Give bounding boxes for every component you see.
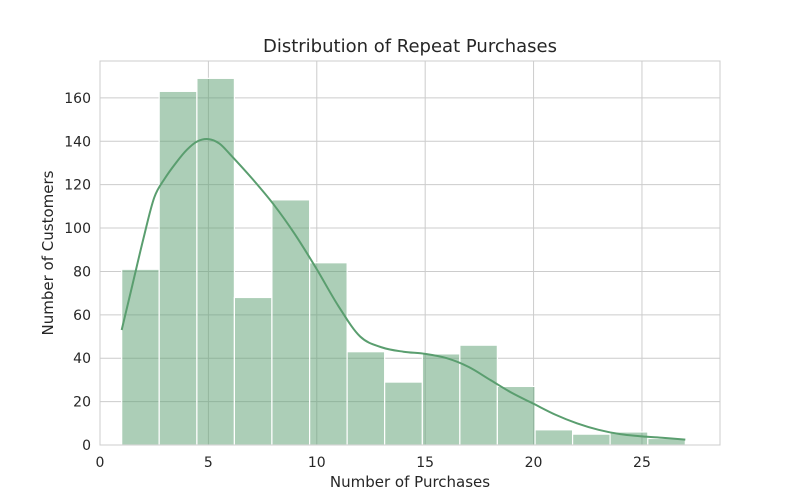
chart-title: Distribution of Repeat Purchases — [263, 36, 557, 57]
histogram-bar — [459, 344, 498, 446]
histogram-bar — [196, 77, 236, 446]
y-tick-label: 120 — [64, 178, 91, 194]
ticks-layer: 0 5 10 15 20 25 0 20 40 60 80 100 120 140 160 — [64, 91, 651, 471]
kde-layer — [120, 138, 686, 441]
x-tick-label: 5 — [204, 455, 213, 471]
x-tick-label: 25 — [633, 455, 651, 471]
y-tick-label: 40 — [73, 351, 91, 367]
histogram-bar — [346, 351, 386, 446]
y-tick-label: 0 — [82, 438, 91, 454]
histogram-bar — [121, 268, 160, 446]
histogram-bar — [534, 429, 574, 446]
x-tick-label: 20 — [525, 455, 543, 471]
histogram-bar — [571, 433, 611, 446]
y-tick-label: 60 — [73, 308, 91, 324]
histogram-bar — [384, 381, 423, 446]
y-tick-label: 80 — [73, 264, 91, 280]
histogram-bar — [233, 296, 273, 446]
bars-layer — [121, 77, 686, 446]
histogram-bar — [158, 90, 198, 446]
histogram-bar — [271, 199, 311, 446]
x-tick-label: 15 — [416, 455, 434, 471]
y-tick-label: 140 — [64, 134, 91, 150]
plot-frame — [99, 60, 721, 446]
y-tick-label: 100 — [64, 221, 91, 237]
x-tick-label: 0 — [96, 455, 105, 471]
kde-curve — [120, 138, 686, 441]
y-tick-label: 160 — [64, 91, 91, 107]
histogram-bar — [421, 353, 461, 446]
y-axis-label: Number of Customers — [39, 170, 57, 335]
y-tick-label: 20 — [73, 395, 91, 411]
x-tick-label: 10 — [308, 455, 326, 471]
x-axis-label: Number of Purchases — [330, 473, 490, 491]
